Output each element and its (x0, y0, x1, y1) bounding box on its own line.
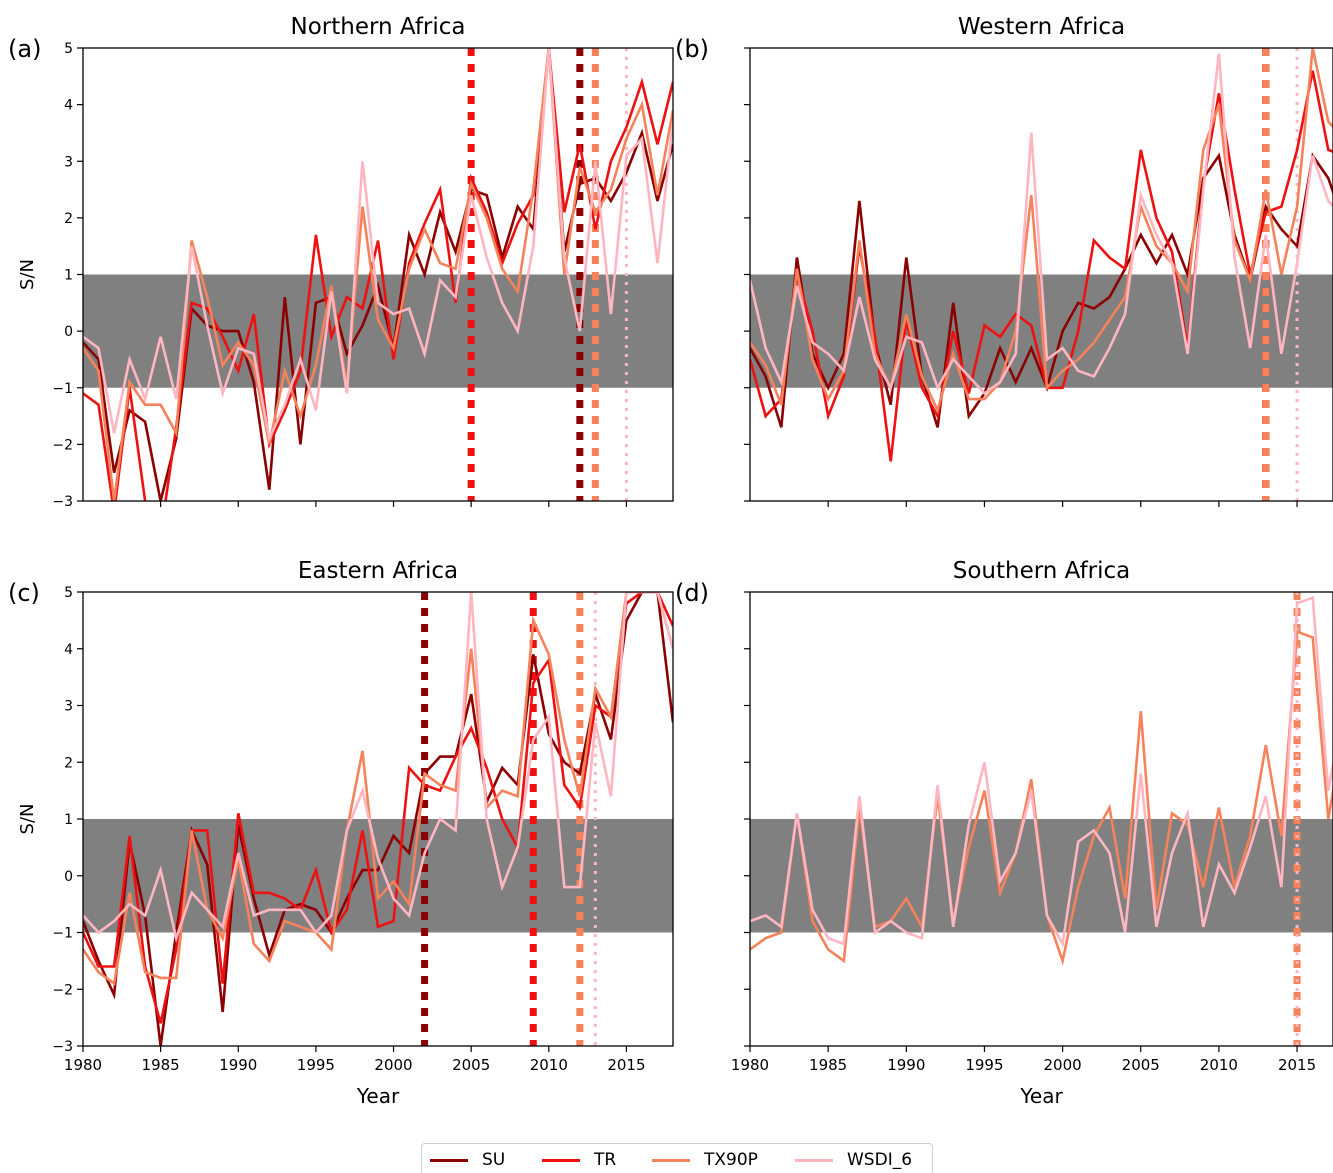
panel-1: −3 −2 −1 0 1 2 3 4 5 Northern Africa (a) S/N (8, 14, 674, 510)
plot-area (750, 48, 1333, 501)
y-tick-label: 2 (64, 211, 73, 227)
y-tick-label: 0 (64, 869, 73, 885)
series-line-tx90p (83, 592, 673, 986)
series-line-tx90p (83, 48, 673, 501)
series-line-wsdi6 (750, 595, 1333, 948)
x-tick-label: 2005 (452, 1056, 490, 1074)
legend-swatch-su (430, 1158, 468, 1162)
legend-label-su: SU (482, 1150, 506, 1170)
x-axis-label: Year (356, 1084, 400, 1108)
y-tick-label: −2 (52, 982, 73, 998)
panel-title: Southern Africa (953, 558, 1131, 584)
series-line-tx90p (750, 48, 1333, 415)
legend-swatch-wsdi6 (795, 1158, 833, 1162)
x-tick-label: 2005 (1122, 1056, 1160, 1074)
y-tick-label: 3 (64, 699, 73, 715)
y-tick-label: −2 (52, 437, 73, 453)
x-tick-label: 1990 (219, 1056, 257, 1074)
x-axis-label: Year (1019, 1084, 1063, 1108)
y-tick-label: 4 (64, 642, 73, 658)
y-tick-label: −3 (52, 1039, 73, 1055)
panel-4: 1980 1985 1990 1995 2000 2005 2010 2015 Southern… (675, 558, 1333, 1108)
legend: SU TR TX90P WSDI_6 (421, 1143, 933, 1173)
series-line-wsdi6 (750, 53, 1333, 396)
legend-swatch-tr (542, 1158, 580, 1162)
panel-title: Northern Africa (290, 14, 465, 40)
y-tick-label: −3 (52, 494, 73, 510)
y-tick-label: 0 (64, 324, 73, 340)
y-tick-label: −1 (52, 926, 73, 942)
x-tick-label: 1985 (142, 1056, 180, 1074)
y-tick-label: 3 (64, 154, 73, 170)
legend-item-tx90p: TX90P (652, 1150, 758, 1170)
x-tick-label: 2000 (1044, 1056, 1082, 1074)
panel-label: (a) (8, 35, 41, 63)
y-tick-label: 4 (64, 98, 73, 114)
x-tick-label: 1980 (64, 1056, 102, 1074)
y-tick-label: 5 (64, 41, 73, 57)
x-tick-label: 2010 (1200, 1056, 1238, 1074)
x-tick-label: 1995 (297, 1056, 335, 1074)
y-tick-label: 5 (64, 585, 73, 601)
x-tick-label: 1985 (809, 1056, 847, 1074)
plot-area (750, 592, 1333, 1046)
y-tick-label: −1 (52, 381, 73, 397)
plot-area (83, 592, 673, 1046)
legend-item-tr: TR (542, 1150, 616, 1170)
plot-area (83, 48, 673, 501)
panel-label: (d) (675, 579, 709, 607)
x-tick-label: 2015 (1278, 1056, 1316, 1074)
y-axis-label: S/N (17, 804, 38, 835)
panel-title: Eastern Africa (298, 558, 458, 584)
legend-item-su: SU (430, 1150, 505, 1170)
series-line-tr (83, 48, 673, 501)
x-tick-label: 2010 (530, 1056, 568, 1074)
y-tick-label: 1 (64, 812, 73, 828)
legend-label-tr: TR (594, 1150, 617, 1170)
y-axis-label: S/N (17, 259, 38, 290)
x-tick-label: 2000 (374, 1056, 412, 1074)
x-tick-label: 1980 (731, 1056, 769, 1074)
series-line-wsdi6 (83, 592, 673, 943)
series-line-su (83, 592, 673, 1046)
legend-item-wsdi6: WSDI_6 (795, 1150, 912, 1170)
panel-label: (c) (8, 579, 40, 607)
series-line-wsdi6 (83, 48, 673, 444)
legend-label-tx90p: TX90P (704, 1150, 758, 1170)
legend-label-wsdi6: WSDI_6 (847, 1150, 913, 1170)
legend-swatch-tx90p (652, 1158, 690, 1162)
y-tick-label: 1 (64, 268, 73, 284)
x-tick-label: 1990 (887, 1056, 925, 1074)
y-tick-label: 2 (64, 755, 73, 771)
panel-title: Western Africa (958, 14, 1125, 40)
panel-3: −3 −2 −1 0 1 2 3 4 5 1980 1985 1990 1995 2000 2005 2010… (8, 558, 674, 1108)
panel-label: (b) (675, 35, 709, 63)
panel-2: Western Africa (b) (675, 14, 1333, 507)
x-tick-label: 1995 (965, 1056, 1003, 1074)
series-line-tr (83, 592, 673, 1024)
x-tick-label: 2015 (607, 1056, 645, 1074)
